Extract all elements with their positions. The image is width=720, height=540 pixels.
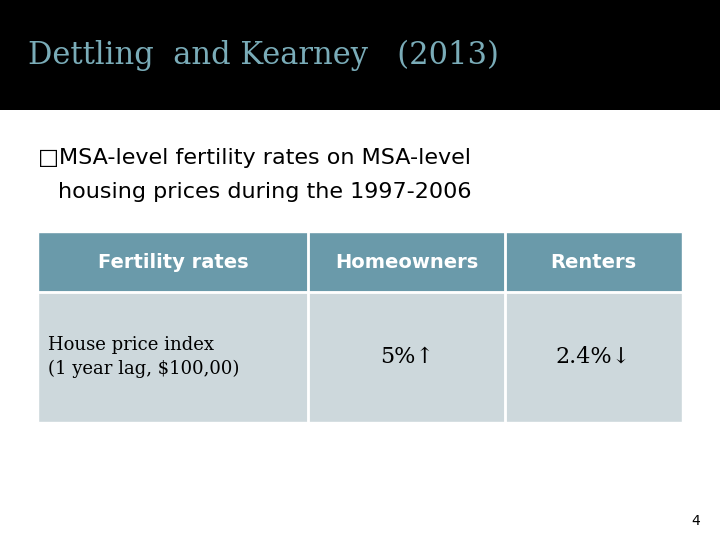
Bar (505, 292, 682, 422)
Bar (308, 292, 505, 422)
Text: □MSA-level fertility rates on MSA-level: □MSA-level fertility rates on MSA-level (38, 148, 471, 168)
Text: Dettling  and Kearney   (2013): Dettling and Kearney (2013) (28, 39, 499, 71)
Bar (0, 0, 720, 110)
Bar (505, 232, 682, 292)
Text: housing prices during the 1997-2006: housing prices during the 1997-2006 (58, 182, 472, 202)
Text: 5%↑: 5%↑ (379, 346, 433, 368)
Text: Homeowners: Homeowners (335, 253, 478, 272)
Bar (308, 232, 505, 292)
Bar (38, 232, 308, 292)
Text: 4: 4 (691, 514, 700, 528)
Text: House price index
(1 year lag, $100,00): House price index (1 year lag, $100,00) (48, 336, 239, 378)
Text: 2.4%↓: 2.4%↓ (556, 346, 631, 368)
Text: Renters: Renters (550, 253, 636, 272)
Text: Fertility rates: Fertility rates (98, 253, 248, 272)
Bar (38, 292, 308, 422)
